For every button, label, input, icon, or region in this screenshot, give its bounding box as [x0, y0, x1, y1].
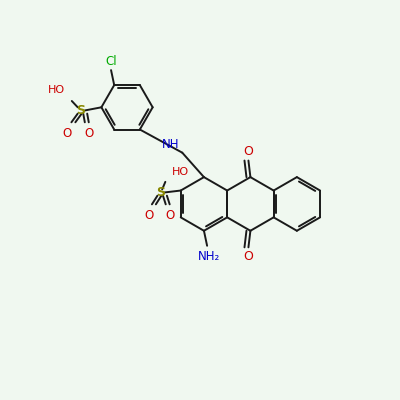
- Text: NH₂: NH₂: [198, 250, 220, 263]
- Text: O: O: [165, 209, 174, 222]
- Text: O: O: [244, 145, 253, 158]
- Text: HO: HO: [48, 86, 65, 96]
- Text: S: S: [156, 186, 165, 199]
- Text: O: O: [84, 127, 93, 140]
- Text: Cl: Cl: [105, 55, 117, 68]
- Text: NH: NH: [162, 138, 179, 151]
- Text: O: O: [244, 250, 253, 263]
- Text: O: O: [63, 127, 72, 140]
- Text: S: S: [76, 104, 85, 117]
- Text: O: O: [144, 209, 153, 222]
- Text: HO: HO: [172, 167, 189, 177]
